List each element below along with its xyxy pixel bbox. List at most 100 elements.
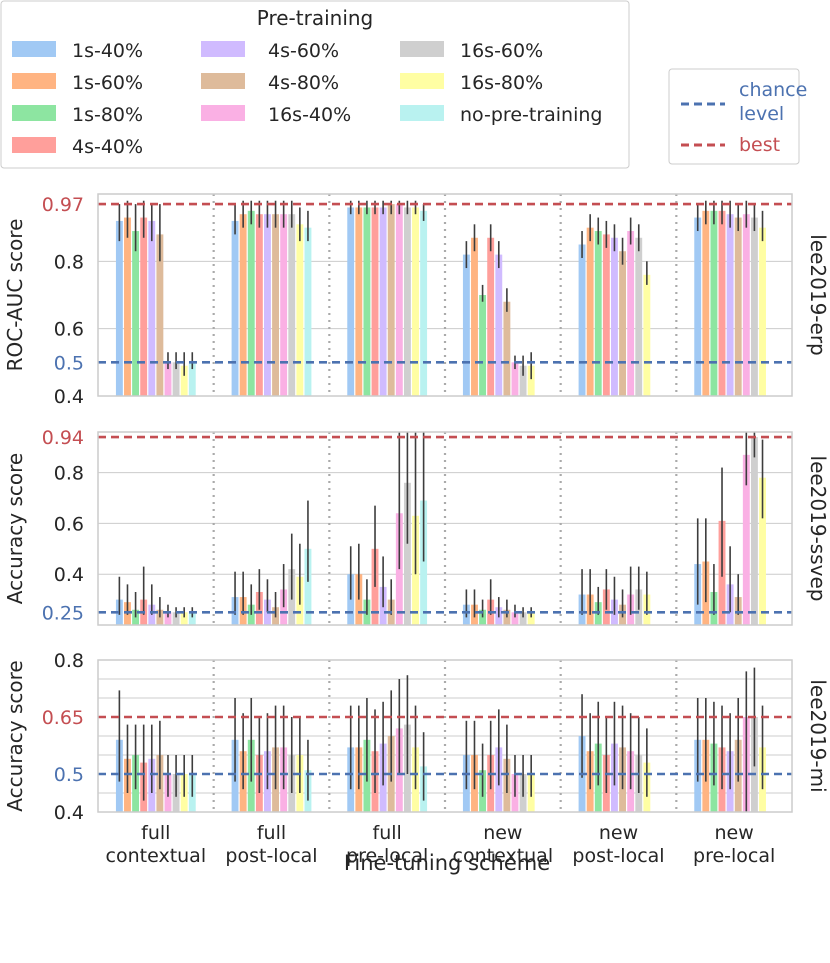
bar-lee2019-erp-5-1s-40% [694, 217, 702, 396]
legend-swatch-4s-40% [12, 137, 56, 153]
bar-lee2019-erp-2-16s-80% [412, 207, 419, 396]
bar-lee2019-erp-4-4s-80% [619, 251, 626, 396]
bar-lee2019-erp-2-1s-40% [347, 207, 355, 396]
bar-lee2019-erp-5-1s-80% [710, 210, 718, 396]
y-tick-label: 0.94 [42, 427, 84, 449]
y-tick-label: 0.6 [54, 319, 84, 341]
y-axis-label: Accuracy score [3, 453, 27, 604]
panel-frame [97, 193, 793, 397]
x-tick-label-line1: new [599, 822, 638, 844]
x-category-labels: fullcontextualfullpost-localfullpre-loca… [106, 822, 776, 867]
bar-lee2019-ssvep-5-16s-80% [759, 477, 766, 625]
bar-lee2019-erp-3-16s-60% [519, 365, 527, 396]
bar-lee2019-erp-2-4s-40% [371, 207, 379, 396]
bar-lee2019-erp-3-1s-60% [471, 237, 478, 396]
bar-lee2019-erp-2-1s-80% [363, 207, 371, 396]
y-axis-label: ROC-AUC score [3, 219, 27, 372]
y-tick-label: 0.25 [42, 602, 84, 624]
chance-legend-label-1: chance [739, 79, 807, 101]
legend-label-16s-60%: 16s-60% [460, 40, 543, 62]
x-tick-label-line1: new [483, 822, 522, 844]
bar-lee2019-erp-1-1s-60% [239, 214, 247, 396]
y-tick-label: 0.6 [54, 513, 84, 535]
panels: 0.4 0.5 0.6 0.8 0.97 ROC-AUC score lee2019-erp… [3, 193, 830, 824]
bar-lee2019-erp-0-4s-40% [140, 217, 148, 396]
bar-lee2019-ssvep-0-no-pre-training [188, 612, 196, 625]
best-legend-label: best [739, 134, 780, 156]
panel-lee2019-erp: 0.4 0.5 0.6 0.8 0.97 ROC-AUC score lee2019-erp [3, 193, 830, 408]
panel-frame [97, 659, 793, 813]
legend-swatch-1s-80% [12, 105, 56, 121]
bar-lee2019-ssvep-3-16s-80% [527, 612, 535, 625]
bar-lee2019-erp-2-4s-60% [379, 207, 387, 396]
bar-lee2019-erp-4-16s-80% [643, 274, 651, 396]
y-tick-label: 0.65 [42, 707, 84, 729]
bar-lee2019-erp-4-4s-60% [611, 237, 618, 396]
bar-lee2019-erp-2-no-pre-training [420, 210, 428, 396]
legend-label-4s-80%: 4s-80% [268, 72, 339, 94]
x-tick-label-line2: pre-local [693, 845, 775, 867]
bar-lee2019-erp-1-4s-40% [255, 214, 263, 396]
x-tick-label-line1: new [715, 822, 754, 844]
legend-swatch-16s-60% [400, 41, 444, 57]
bar-lee2019-erp-0-16s-80% [180, 365, 188, 396]
legend-swatch-4s-80% [201, 73, 245, 89]
bar-lee2019-erp-5-4s-40% [718, 210, 726, 396]
bar-lee2019-erp-4-1s-80% [594, 231, 602, 396]
y-tick-label: 0.5 [54, 764, 84, 786]
bar-lee2019-erp-3-16s-80% [527, 365, 535, 396]
bar-lee2019-ssvep-3-16s-60% [519, 612, 527, 625]
x-tick-label-line1: full [257, 822, 286, 844]
bar-lee2019-erp-5-4s-80% [734, 217, 742, 396]
bar-lee2019-erp-2-4s-80% [387, 204, 395, 396]
bar-lee2019-erp-0-4s-60% [148, 220, 156, 396]
legend-label-16s-80%: 16s-80% [460, 72, 543, 94]
bar-lee2019-erp-3-16s-40% [511, 362, 519, 396]
bar-lee2019-erp-5-4s-60% [726, 214, 734, 396]
x-tick-label-line2: post-local [572, 845, 664, 867]
y-tick-label: 0.4 [54, 386, 84, 408]
reference-legend: chance level best [668, 68, 807, 165]
bar-lee2019-erp-4-16s-60% [635, 237, 643, 396]
legend-label-4s-60%: 4s-60% [268, 40, 339, 62]
bar-lee2019-erp-1-16s-60% [288, 214, 296, 396]
panel-title: lee2019-erp [806, 234, 830, 356]
bar-lee2019-ssvep-1-no-pre-training [304, 548, 312, 625]
legend-label-4s-40%: 4s-40% [72, 136, 143, 158]
bar-lee2019-erp-1-4s-60% [264, 214, 271, 396]
bar-lee2019-ssvep-2-no-pre-training [420, 500, 428, 625]
x-tick-label-line1: full [373, 822, 402, 844]
bar-lee2019-erp-4-16s-40% [627, 231, 635, 396]
bar-lee2019-erp-0-16s-60% [172, 362, 180, 396]
legend-label-no-pre-training: no-pre-training [460, 104, 602, 126]
panel-title: lee2019-ssvep [806, 456, 830, 602]
bar-lee2019-erp-5-16s-80% [759, 227, 766, 396]
bar-lee2019-ssvep-3-16s-40% [511, 612, 519, 625]
bar-lee2019-erp-1-16s-80% [296, 224, 304, 396]
bar-lee2019-erp-2-16s-60% [403, 207, 411, 396]
legend-swatch-no-pre-training [400, 105, 444, 121]
panel-title: lee2019-mi [806, 679, 830, 792]
legend-swatch-16s-40% [201, 105, 245, 121]
bar-lee2019-erp-2-16s-40% [395, 204, 403, 396]
y-axis-label: Accuracy score [3, 660, 27, 811]
legend-title: Pre-training [257, 6, 374, 30]
x-tick-label-line1: full [141, 822, 170, 844]
bar-lee2019-ssvep-5-16s-40% [742, 454, 750, 625]
bar-lee2019-ssvep-0-16s-60% [172, 612, 180, 625]
y-tick-label: 0.8 [54, 463, 84, 485]
x-tick-label-line2: pre-local [346, 845, 428, 867]
legend-label-1s-80%: 1s-80% [72, 104, 143, 126]
bar-lee2019-erp-0-1s-80% [132, 231, 140, 396]
legend-swatch-1s-60% [12, 73, 56, 89]
bar-lee2019-erp-0-1s-60% [124, 217, 131, 396]
legend-swatch-4s-60% [201, 41, 245, 57]
bar-lee2019-erp-1-1s-40% [231, 220, 239, 396]
y-tick-label: 0.4 [54, 564, 84, 586]
panel-lee2019-ssvep: 0.25 0.4 0.6 0.8 0.94 Accuracy score lee2019-s… [3, 427, 830, 626]
bar-lee2019-erp-4-4s-40% [602, 234, 610, 396]
bar-lee2019-erp-3-4s-60% [495, 254, 503, 396]
x-tick-label-line2: post-local [225, 845, 317, 867]
bar-lee2019-erp-5-1s-60% [702, 210, 710, 396]
